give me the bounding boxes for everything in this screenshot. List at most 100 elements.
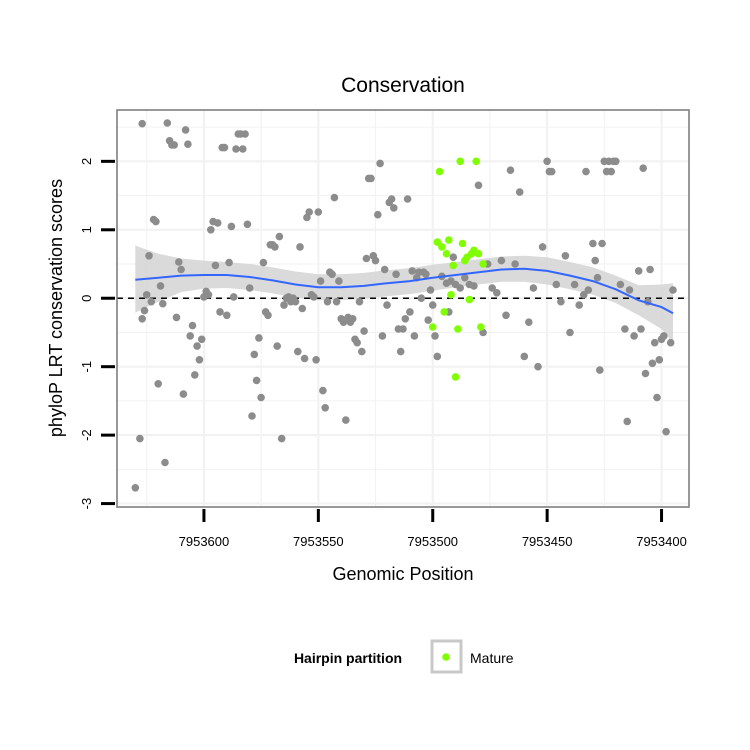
other-point	[335, 277, 343, 285]
other-point	[570, 280, 579, 289]
other-point	[312, 356, 320, 364]
other-point	[177, 265, 185, 274]
other-point	[387, 195, 396, 203]
other-point	[353, 338, 362, 347]
mature-point	[435, 167, 444, 176]
other-point	[310, 293, 318, 301]
other-point	[316, 277, 325, 285]
other-point	[296, 243, 304, 251]
other-point	[328, 270, 336, 279]
other-point	[406, 308, 414, 316]
mature-point	[438, 243, 446, 251]
other-point	[257, 393, 265, 402]
other-point	[161, 458, 169, 467]
mature-point	[449, 261, 458, 270]
y-tick-label: 0	[79, 295, 94, 302]
other-point	[653, 393, 661, 402]
other-point	[403, 195, 412, 203]
other-point	[625, 286, 634, 294]
mature-point	[428, 323, 437, 331]
other-point	[193, 342, 201, 350]
other-point	[140, 306, 149, 315]
other-point	[662, 427, 670, 436]
other-point	[374, 210, 382, 219]
mature-point	[479, 260, 487, 268]
other-point	[145, 252, 153, 260]
x-tick-label: 7953550	[293, 534, 344, 549]
other-point	[488, 284, 497, 292]
mature-point	[454, 325, 462, 333]
other-point	[390, 204, 398, 212]
other-point	[582, 167, 590, 176]
other-point	[612, 157, 620, 166]
other-point	[591, 256, 599, 265]
other-point	[392, 270, 400, 279]
other-point	[275, 232, 284, 241]
other-point	[426, 286, 435, 294]
mature-point	[472, 157, 481, 166]
other-point	[172, 313, 181, 322]
other-point	[298, 304, 307, 313]
other-point	[529, 284, 538, 292]
other-point	[470, 282, 478, 290]
x-axis-title: Genomic Position	[332, 564, 473, 584]
other-point	[300, 354, 309, 363]
other-point	[264, 311, 272, 320]
other-point	[245, 284, 254, 292]
other-point	[525, 318, 533, 327]
other-point	[358, 347, 366, 356]
y-tick-label: -2	[79, 429, 94, 441]
other-point	[422, 270, 430, 279]
other-points-series	[131, 119, 677, 492]
other-point	[255, 334, 263, 342]
other-point	[449, 253, 458, 261]
other-point	[534, 362, 542, 371]
other-point	[376, 159, 384, 168]
other-point	[650, 338, 659, 347]
other-point	[408, 267, 417, 275]
mature-point	[458, 239, 467, 248]
legend-mature-label: Mature	[470, 650, 514, 666]
other-point	[424, 316, 433, 324]
other-point	[207, 226, 215, 234]
other-point	[506, 166, 515, 174]
other-point	[630, 332, 638, 340]
other-point	[367, 174, 375, 183]
other-point	[181, 126, 190, 134]
other-point	[428, 301, 437, 309]
other-point	[271, 243, 279, 251]
other-point	[552, 280, 561, 289]
other-point	[561, 252, 570, 260]
other-point	[227, 222, 236, 231]
other-point	[596, 366, 604, 374]
other-point	[220, 143, 229, 152]
other-point	[252, 376, 261, 385]
x-tick-label: 7953450	[522, 534, 573, 549]
other-point	[493, 289, 501, 297]
other-point	[280, 301, 288, 309]
other-point	[229, 293, 238, 301]
other-point	[248, 412, 256, 420]
mature-point	[456, 157, 465, 166]
mature-point	[433, 238, 442, 246]
other-point	[159, 299, 167, 308]
other-point	[396, 347, 405, 356]
other-point	[598, 239, 606, 248]
other-point	[637, 325, 645, 333]
mature-point	[445, 236, 453, 244]
other-point	[401, 315, 410, 323]
other-point	[136, 434, 144, 443]
other-point	[660, 332, 668, 340]
other-point	[321, 404, 330, 412]
other-point	[639, 164, 647, 172]
mature-point	[474, 249, 483, 258]
legend: Hairpin partition Mature	[294, 639, 514, 674]
other-point	[360, 327, 368, 335]
legend-title: Hairpin partition	[294, 650, 402, 666]
other-point	[623, 417, 631, 426]
other-point	[431, 332, 439, 340]
other-point	[277, 434, 286, 443]
other-point	[383, 301, 391, 309]
other-point	[456, 284, 465, 292]
other-point	[188, 321, 197, 330]
